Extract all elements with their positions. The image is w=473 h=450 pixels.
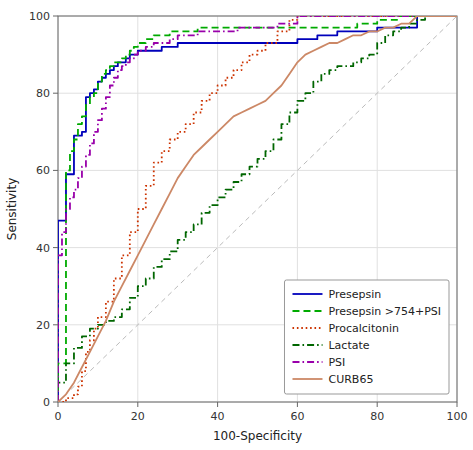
tick <box>53 93 58 94</box>
legend-label: PSI <box>328 356 345 369</box>
background <box>0 0 473 450</box>
legend-swatch <box>292 293 322 295</box>
legend-box <box>284 280 449 394</box>
tick <box>53 247 58 248</box>
y-axis-label: Sensitivity <box>5 178 19 240</box>
tick-label: 80 <box>370 410 384 423</box>
tick <box>137 402 138 407</box>
legend-label: CURB65 <box>328 373 373 386</box>
tick-label: 0 <box>43 396 50 409</box>
legend-label: Presepsin <box>328 288 381 301</box>
tick-label: 100 <box>29 10 50 23</box>
grid-line <box>58 247 457 248</box>
tick <box>457 402 458 407</box>
tick-label: 0 <box>55 410 62 423</box>
legend-swatch <box>292 378 322 380</box>
x-axis-label: 100-Specificity <box>213 429 302 443</box>
tick-label: 20 <box>131 410 145 423</box>
grid-line <box>217 16 218 402</box>
legend: Presepsin Presepsin >754+PSI Procalcitonin… <box>284 280 449 394</box>
legend-swatch <box>292 344 322 346</box>
tick <box>53 402 58 403</box>
grid-line <box>58 170 457 171</box>
tick-label: 40 <box>211 410 225 423</box>
tick-label: 20 <box>36 319 50 332</box>
grid-line <box>58 93 457 94</box>
series-line <box>58 16 457 402</box>
legend-swatch <box>292 327 322 329</box>
legend-swatch <box>292 310 322 312</box>
chart: 0 20 40 60 80 100 0 20 40 60 80 100 100-Specificity S… <box>0 0 473 450</box>
tick <box>53 16 58 17</box>
reference-diagonal <box>58 16 457 402</box>
tick <box>53 324 58 325</box>
legend-label: Procalcitonin <box>328 322 398 335</box>
legend-swatch <box>292 361 322 363</box>
plot-frame <box>58 16 457 402</box>
tick <box>377 402 378 407</box>
legend-label: Lactate <box>328 339 369 352</box>
tick-label: 60 <box>290 410 304 423</box>
series-line <box>58 16 457 402</box>
tick <box>58 402 59 407</box>
series-line <box>58 16 457 402</box>
legend-label: Presepsin >754+PSI <box>328 305 441 318</box>
tick-label: 100 <box>447 410 468 423</box>
series-line <box>58 16 457 402</box>
plot-area <box>58 16 457 402</box>
tick-label: 40 <box>36 242 50 255</box>
tick <box>217 402 218 407</box>
series-line <box>58 16 457 402</box>
grid <box>58 16 457 402</box>
axes: 0 20 40 60 80 100 0 20 40 60 80 100 <box>29 10 468 423</box>
tick <box>297 402 298 407</box>
tick-label: 80 <box>36 87 50 100</box>
tick-label: 60 <box>36 164 50 177</box>
tick <box>53 170 58 171</box>
series-line <box>58 16 457 402</box>
